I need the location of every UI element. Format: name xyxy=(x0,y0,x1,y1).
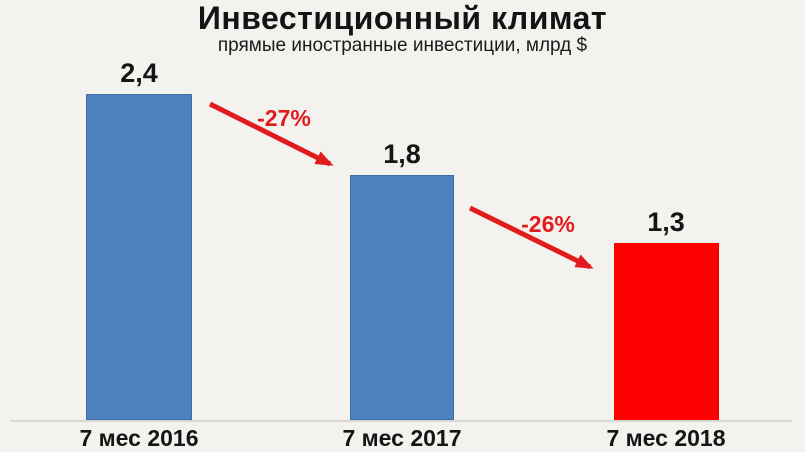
x-axis-label-2016: 7 мес 2016 xyxy=(79,425,199,451)
bar-2016[interactable] xyxy=(86,94,192,420)
bar-value-label-2017: 1,8 xyxy=(383,139,421,169)
bar-value-label-2016: 2,4 xyxy=(120,58,158,88)
decline-percent-label-2018: -26% xyxy=(521,211,575,237)
x-axis-label-2017: 7 мес 2017 xyxy=(342,425,462,451)
decline-arrow-2016-2017 xyxy=(208,101,334,167)
x-axis-label-2018: 7 мес 2018 xyxy=(606,425,726,451)
bar-value-label-2018: 1,3 xyxy=(647,207,685,237)
chart-title: Инвестиционный климат xyxy=(197,0,608,36)
decline-percent-label-2017: -27% xyxy=(257,105,311,131)
x-axis-line xyxy=(10,420,792,422)
bar-2018[interactable] xyxy=(614,243,719,420)
bar-2017[interactable] xyxy=(350,175,454,420)
decline-arrow-2017-2018 xyxy=(468,205,594,270)
chart-subtitle: прямые иностранные инвестиции, млрд $ xyxy=(217,35,588,56)
